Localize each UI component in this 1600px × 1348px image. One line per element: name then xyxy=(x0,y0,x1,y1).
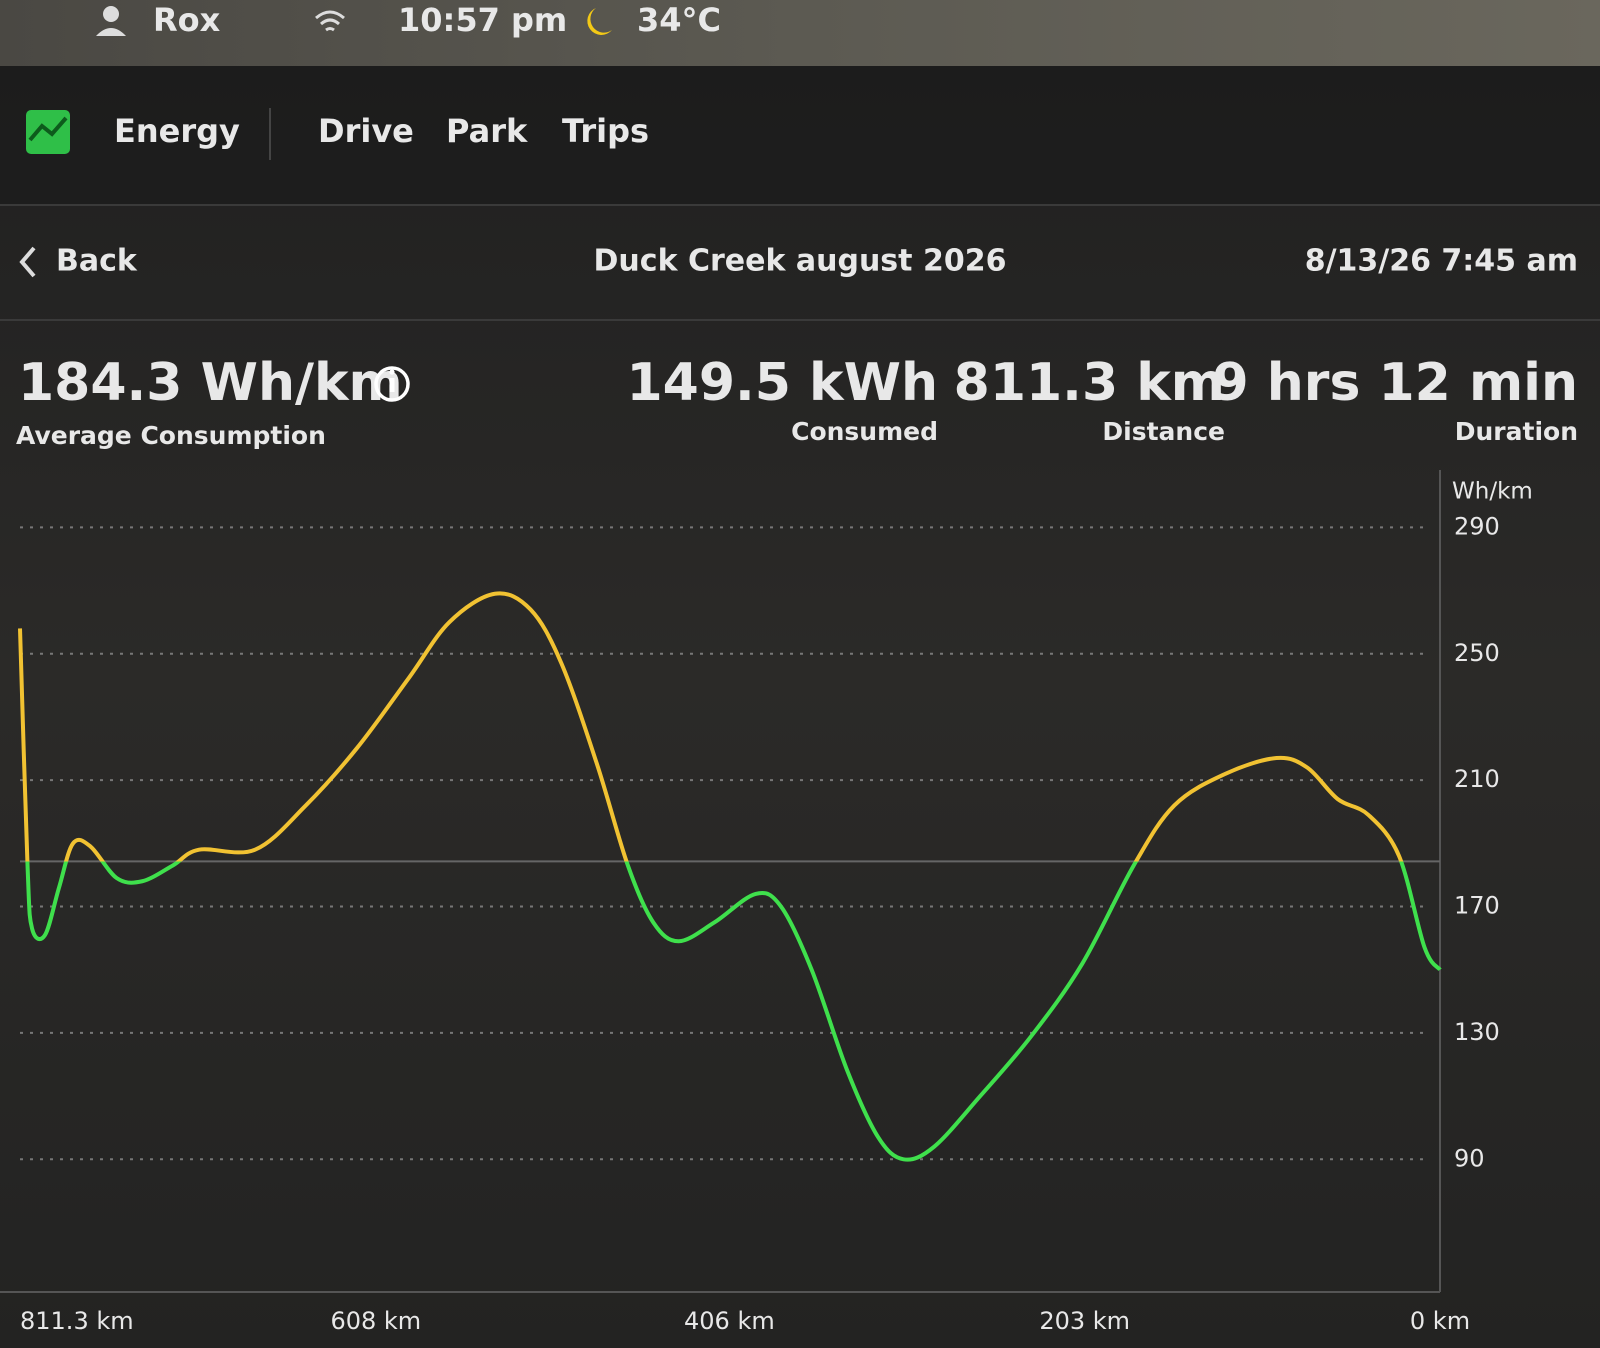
status-bar xyxy=(0,0,1600,66)
energy-icon-line xyxy=(28,116,68,142)
trip-title: Duck Creek august 2026 xyxy=(594,244,1007,279)
moon-icon xyxy=(587,8,612,35)
y-tick-label: 170 xyxy=(1454,892,1500,920)
y-tick-label: 90 xyxy=(1454,1144,1485,1172)
back-button[interactable]: Back xyxy=(56,244,138,279)
trip-date: 8/13/26 7:45 am xyxy=(1305,244,1578,279)
y-tick-label: 130 xyxy=(1454,1018,1500,1046)
y-tick-label: 290 xyxy=(1454,512,1500,540)
x-tick-label: 203 km xyxy=(1039,1307,1130,1335)
y-tick-label: 250 xyxy=(1454,639,1500,667)
user-icon-body xyxy=(96,28,126,36)
user-name: Rox xyxy=(153,1,221,39)
clock: 10:57 pm xyxy=(398,1,567,39)
temperature: 34°C xyxy=(637,1,721,39)
info-icon-dot xyxy=(389,369,395,375)
x-tick-label: 811.3 km xyxy=(20,1307,134,1335)
x-tick-label: 406 km xyxy=(684,1307,775,1335)
stat-value: 811.3 km xyxy=(954,353,1225,413)
wifi-icon xyxy=(315,10,345,32)
stat-label: Distance xyxy=(1102,417,1225,446)
stat-value: 9 hrs 12 min xyxy=(1213,353,1579,413)
y-tick-label: 210 xyxy=(1454,765,1500,793)
y-unit: Wh/km xyxy=(1452,479,1533,505)
nav-bar xyxy=(0,66,1600,205)
user-icon xyxy=(103,6,119,22)
consumption-line xyxy=(18,591,1442,1162)
stat-value: 184.3 Wh/km xyxy=(18,353,403,413)
x-tick-label: 0 km xyxy=(1410,1307,1470,1335)
info-icon[interactable] xyxy=(374,366,410,402)
nav-tab[interactable]: Drive xyxy=(318,112,414,150)
x-tick-label: 608 km xyxy=(330,1307,421,1335)
back-chevron[interactable] xyxy=(19,246,36,278)
stat-label: Duration xyxy=(1455,417,1578,446)
stat-value: 149.5 kWh xyxy=(626,353,938,413)
nav-tab[interactable]: Trips xyxy=(562,112,649,150)
chart: Wh/km 90 130 170 210 250 290 811.3 km 608 km 406 … xyxy=(0,470,1533,1335)
stat-label: Consumed xyxy=(791,417,938,446)
nav-tab[interactable]: Park xyxy=(446,112,528,150)
stat-label: Average Consumption xyxy=(16,421,326,450)
nav-tab[interactable]: Energy xyxy=(114,112,240,150)
info-icon-bar xyxy=(389,378,395,392)
